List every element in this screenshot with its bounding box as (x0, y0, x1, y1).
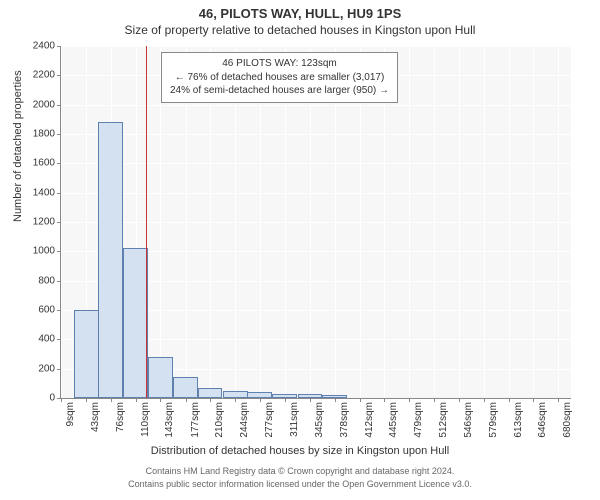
y-tick-label: 400 (38, 334, 55, 345)
x-tick-label: 210sqm (214, 402, 225, 438)
y-tick-label: 1800 (33, 129, 55, 140)
x-tick-label: 110sqm (140, 402, 151, 437)
histogram-bar (74, 310, 99, 398)
y-tick-label: 600 (38, 305, 55, 316)
info-box: 46 PILOTS WAY: 123sqm← 76% of detached h… (161, 52, 398, 103)
info-line: 46 PILOTS WAY: 123sqm (170, 57, 389, 71)
y-tick-label: 800 (38, 275, 55, 286)
y-tick-label: 2400 (33, 41, 55, 52)
y-tick-label: 2200 (33, 70, 55, 81)
histogram-bar (322, 395, 347, 398)
histogram-bar (298, 394, 323, 398)
x-tick-label: 143sqm (164, 402, 175, 438)
x-tick-label: 412sqm (364, 402, 375, 438)
x-tick-label: 345sqm (314, 402, 325, 438)
x-tick-label: 76sqm (115, 402, 126, 432)
y-tick-label: 1000 (33, 246, 55, 257)
y-tick-label: 0 (49, 393, 55, 404)
x-tick-label: 680sqm (562, 402, 573, 438)
histogram-bar (173, 377, 198, 398)
histogram-bar (272, 394, 297, 398)
y-tick-label: 1200 (33, 217, 55, 228)
histogram-bar (223, 391, 248, 398)
footer-copyright: Contains HM Land Registry data © Crown c… (0, 466, 600, 476)
chart-container: 46, PILOTS WAY, HULL, HU9 1PS Size of pr… (0, 0, 600, 500)
info-line: ← 76% of detached houses are smaller (3,… (170, 71, 389, 85)
x-tick-label: 311sqm (289, 402, 300, 437)
y-axis-title: Number of detached properties (12, 70, 24, 222)
x-tick-label: 9sqm (65, 402, 76, 426)
y-tick-label: 200 (38, 363, 55, 374)
reference-line (146, 46, 148, 398)
x-tick-label: 579sqm (488, 402, 499, 438)
x-tick-label: 479sqm (413, 402, 424, 438)
footer-licence: Contains public sector information licen… (0, 479, 600, 489)
y-tick-label: 1600 (33, 158, 55, 169)
histogram-bar (98, 122, 123, 398)
plot-area: 0200400600800100012001400160018002000220… (60, 46, 571, 399)
y-tick-label: 1400 (33, 187, 55, 198)
x-tick-label: 277sqm (264, 402, 275, 438)
x-tick-label: 244sqm (239, 402, 250, 438)
x-tick-label: 613sqm (513, 402, 524, 438)
x-tick-label: 512sqm (438, 402, 449, 438)
x-tick-label: 445sqm (388, 402, 399, 438)
histogram-bar (148, 357, 173, 398)
sub-title: Size of property relative to detached ho… (0, 21, 600, 37)
histogram-bar (247, 392, 272, 398)
x-tick-label: 43sqm (90, 402, 101, 432)
info-line: 24% of semi-detached houses are larger (… (170, 84, 389, 98)
histogram-bar (198, 388, 223, 398)
x-axis-title: Distribution of detached houses by size … (0, 445, 600, 457)
x-tick-label: 177sqm (190, 402, 201, 438)
y-tick-label: 2000 (33, 99, 55, 110)
x-tick-label: 646sqm (537, 402, 548, 438)
x-tick-label: 378sqm (339, 402, 350, 438)
main-title: 46, PILOTS WAY, HULL, HU9 1PS (0, 0, 600, 21)
x-tick-label: 546sqm (463, 402, 474, 438)
